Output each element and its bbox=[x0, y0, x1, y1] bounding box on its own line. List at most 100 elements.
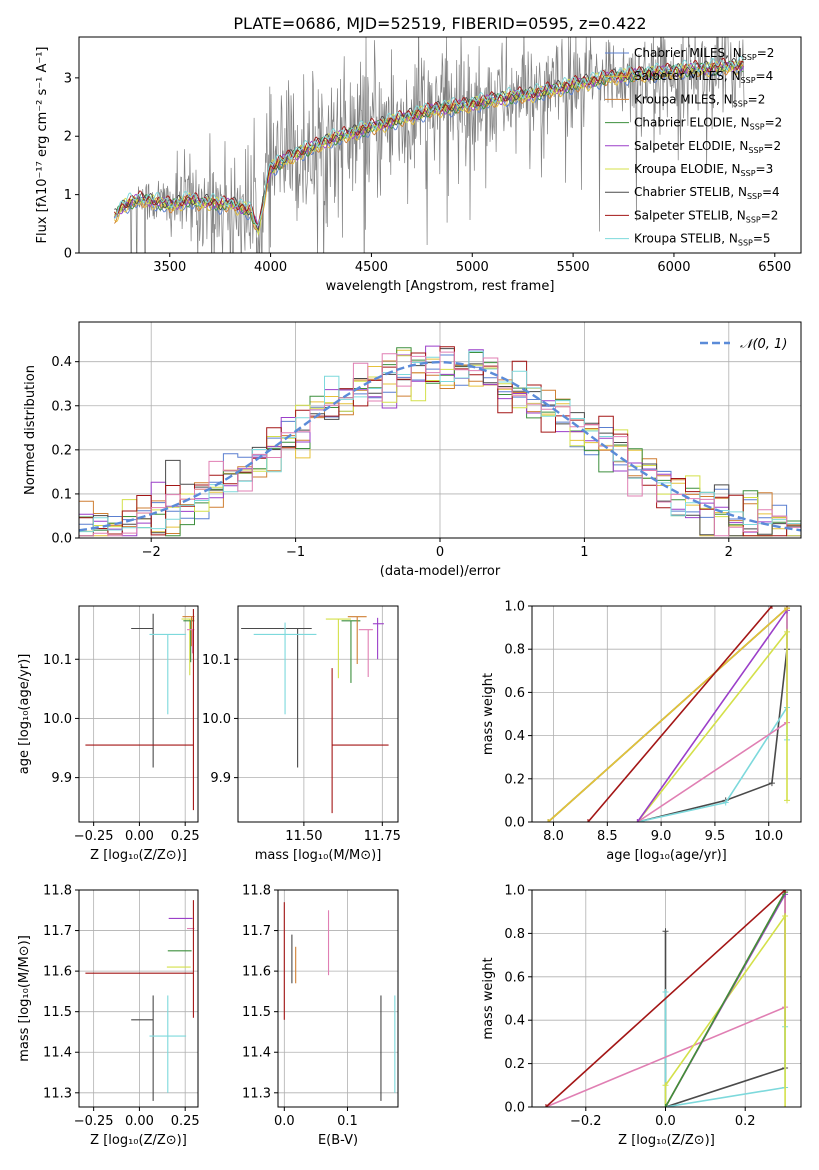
mass-weight-line bbox=[545, 890, 786, 1107]
mass-weight-marker bbox=[722, 799, 729, 806]
mass_vs_Z-ytick-label: 11.3 bbox=[43, 1086, 72, 1101]
spectrum-ytick-label: 1 bbox=[64, 188, 72, 203]
massweight_vs_Z-ytick-label: 0.6 bbox=[504, 970, 525, 985]
mass_vs_ebv-axes-frame bbox=[277, 889, 399, 1108]
spectrum-axes-frame bbox=[78, 36, 802, 254]
residuals-panel: −2 −1 0 1 2 0.0 0.1 0.2 0.3 0.4 (data-model)/error… bbox=[23, 321, 802, 579]
mass_vs_Z-axes-frame bbox=[78, 889, 199, 1108]
spectrum-model-line bbox=[114, 57, 744, 231]
massweight_vs_Z-ylabel: mass weight bbox=[481, 957, 496, 1039]
mass-weight-marker bbox=[782, 913, 789, 920]
spectrum-xtick-label: 6500 bbox=[758, 260, 791, 275]
residuals-xtick-label: −2 bbox=[142, 545, 161, 560]
normal-curve bbox=[79, 360, 801, 532]
spectrum-xtick-label: 3500 bbox=[153, 260, 186, 275]
legend-entry: Chabrier MILES, NSSP=2 bbox=[634, 46, 774, 62]
age_vs_Z-xlabel: Z [log₁₀(Z/Z⊙)] bbox=[90, 848, 187, 863]
massweight_vs_Z-xtick-label: −0.2 bbox=[570, 1114, 602, 1129]
massweight_vs_age-ytick-label: 0.0 bbox=[504, 816, 525, 831]
massweight_vs_Z-ytick-label: 0.4 bbox=[504, 1014, 525, 1029]
age_vs_mass-plot-area bbox=[238, 606, 398, 822]
age_vs_Z-panel: −0.25 0.00 0.25 9.9 10.0 10.1 Z [log₁₀(Z/Z⊙)] a… bbox=[17, 605, 200, 863]
mass_vs_ebv-xlabel: E(B-V) bbox=[318, 1133, 358, 1148]
legend-entry: Kroupa ELODIE, NSSP=3 bbox=[634, 162, 773, 178]
residuals-ytick-label: 0.0 bbox=[51, 532, 72, 547]
spectrum-panel: 3500 4000 4500 5000 5500 6000 6500 0 1 2 3 waveleng… bbox=[35, 36, 802, 294]
legend-entry: Kroupa MILES, NSSP=2 bbox=[634, 92, 765, 108]
residual-histogram bbox=[79, 345, 801, 537]
legend-entry: Salpeter MILES, NSSP=4 bbox=[634, 69, 773, 85]
mass_vs_ebv-plot-area bbox=[278, 890, 398, 1107]
age_vs_mass-panel: 11.50 11.75 9.9 10.0 10.1 mass [log₁₀(M/M⊙)] bbox=[202, 605, 401, 863]
spectrum-xtick-label: 4500 bbox=[355, 260, 388, 275]
mass_vs_Z-ylabel: mass [log₁₀(M/M⊙)] bbox=[17, 935, 32, 1062]
age_vs_mass-ytick-label: 10.1 bbox=[202, 653, 231, 668]
mass-weight-marker bbox=[584, 819, 591, 822]
age_vs_mass-xtick-label: 11.50 bbox=[285, 829, 322, 844]
massweight_vs_Z-xlabel: Z [log₁₀(Z/Z⊙)] bbox=[618, 1133, 715, 1148]
spectrum-model-line bbox=[113, 57, 744, 226]
residuals-xlabel: (data-model)/error bbox=[380, 564, 501, 579]
age_vs_mass-xtick-label: 11.75 bbox=[364, 829, 401, 844]
massweight_vs_Z-ytick-label: 1.0 bbox=[504, 884, 525, 899]
massweight_vs_age-xtick-label: 8.5 bbox=[597, 829, 618, 844]
spectrum-xlabel: wavelength [Angstrom, rest frame] bbox=[326, 279, 555, 294]
mass-weight-line bbox=[664, 891, 786, 1107]
mass-weight-marker bbox=[784, 628, 791, 635]
mass_vs_Z-xlabel: Z [log₁₀(Z/Z⊙)] bbox=[90, 1133, 187, 1148]
mass-weight-marker bbox=[784, 797, 791, 804]
mass_vs_ebv-ytick-label: 11.4 bbox=[242, 1046, 271, 1061]
age_vs_Z-xtick-label: 0.25 bbox=[171, 829, 200, 844]
spectrum-legend: Chabrier MILES, NSSP=2 Salpeter MILES, NS… bbox=[605, 46, 782, 248]
age_vs_Z-ytick-label: 9.9 bbox=[51, 771, 72, 786]
massweight_vs_age-ytick-label: 0.2 bbox=[504, 772, 525, 787]
mass_vs_Z-xtick-label: 0.00 bbox=[125, 1114, 154, 1129]
residuals-legend: 𝒩(0, 1) bbox=[700, 337, 787, 352]
massweight_vs_age-ytick-label: 0.4 bbox=[504, 729, 525, 744]
massweight_vs_age-ytick-label: 1.0 bbox=[504, 600, 525, 615]
massweight_vs_Z-xtick-label: 0.2 bbox=[735, 1114, 756, 1129]
residuals-ytick-label: 0.1 bbox=[51, 487, 72, 502]
residuals-plot-area bbox=[79, 322, 801, 538]
mass-weight-marker bbox=[542, 1104, 549, 1107]
mass_vs_Z-xtick-label: 0.25 bbox=[171, 1114, 200, 1129]
residuals-xtick-label: 0 bbox=[436, 545, 444, 560]
massweight_vs_age-xlabel: age [log₁₀(age/yr)] bbox=[606, 848, 727, 863]
age_vs_mass-ytick-label: 9.9 bbox=[210, 771, 231, 786]
age_vs_Z-ylabel: age [log₁₀(age/yr)] bbox=[17, 654, 32, 775]
residuals-ytick-label: 0.4 bbox=[51, 355, 72, 370]
age_vs_Z-ytick-label: 10.1 bbox=[43, 653, 72, 668]
mass_vs_ebv-xtick-label: 0.1 bbox=[337, 1114, 358, 1129]
mass_vs_Z-plot-area bbox=[79, 890, 198, 1107]
mass_vs_Z-ytick-label: 11.4 bbox=[43, 1046, 72, 1061]
legend-entry: Salpeter STELIB, NSSP=2 bbox=[634, 208, 778, 224]
massweight_vs_age-ytick-label: 0.6 bbox=[504, 686, 525, 701]
mass-weight-marker bbox=[782, 1104, 789, 1107]
massweight_vs_Z-ytick-label: 0.8 bbox=[504, 927, 525, 942]
spectrum-xtick-label: 5500 bbox=[557, 260, 590, 275]
residuals-xtick-label: 1 bbox=[580, 545, 588, 560]
massweight_vs_age-ytick-label: 0.8 bbox=[504, 643, 525, 658]
mass_vs_ebv-xtick-label: 0.0 bbox=[274, 1114, 295, 1129]
spectrum-ytick-label: 3 bbox=[64, 71, 72, 86]
residuals-ytick-label: 0.3 bbox=[51, 399, 72, 414]
mass_vs_ebv-ytick-label: 11.6 bbox=[242, 965, 271, 980]
massweight_vs_age-xtick-label: 8.0 bbox=[543, 829, 564, 844]
mass_vs_ebv-ytick-label: 11.3 bbox=[242, 1086, 271, 1101]
massweight_vs_Z-plot-area bbox=[532, 890, 801, 1107]
spectrum-ytick-label: 2 bbox=[64, 130, 72, 145]
massweight_vs_age-axes-frame bbox=[531, 605, 802, 823]
mass-weight-marker bbox=[634, 819, 641, 822]
spectrum-data-line bbox=[113, 37, 745, 253]
residual-histogram bbox=[79, 351, 801, 537]
age_vs_Z-axes-frame bbox=[78, 605, 199, 823]
age_vs_Z-xtick-label: 0.00 bbox=[125, 829, 154, 844]
massweight_vs_age-xtick-label: 9.0 bbox=[651, 829, 672, 844]
mass-weight-marker bbox=[768, 780, 775, 787]
age_vs_mass-axes-frame bbox=[237, 605, 399, 823]
spectrum-ytick-label: 0 bbox=[64, 247, 72, 262]
age_vs_Z-ytick-label: 10.0 bbox=[43, 712, 72, 727]
legend-entry: Chabrier STELIB, NSSP=4 bbox=[634, 185, 780, 201]
age_vs_Z-plot-area bbox=[79, 606, 198, 822]
